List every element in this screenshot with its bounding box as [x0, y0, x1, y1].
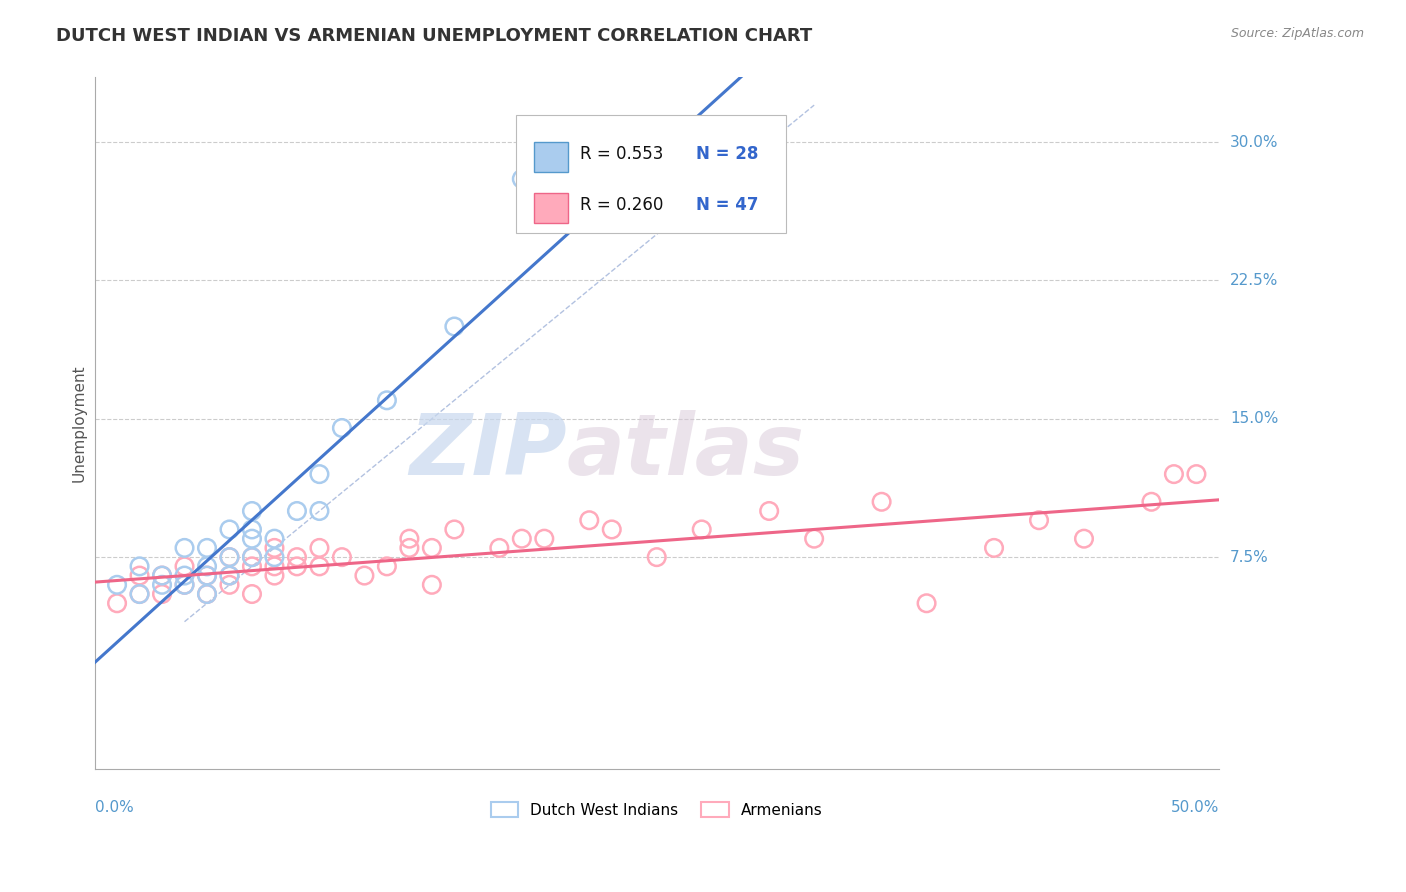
Point	[195, 568, 218, 582]
Text: 0.0%: 0.0%	[94, 800, 134, 815]
Point	[195, 587, 218, 601]
Point	[150, 568, 173, 582]
Y-axis label: Unemployment: Unemployment	[72, 365, 86, 483]
Point	[330, 550, 353, 565]
Point	[510, 172, 533, 186]
Point	[240, 550, 263, 565]
Point	[263, 532, 285, 546]
Point	[443, 319, 465, 334]
FancyBboxPatch shape	[534, 142, 568, 172]
Point	[240, 523, 263, 537]
Point	[1028, 513, 1050, 527]
Point	[150, 587, 173, 601]
Point	[195, 541, 218, 555]
Point	[263, 559, 285, 574]
Point	[218, 568, 240, 582]
Point	[488, 541, 510, 555]
Point	[128, 568, 150, 582]
Point	[285, 504, 308, 518]
Point	[173, 568, 195, 582]
Point	[915, 596, 938, 610]
Point	[195, 587, 218, 601]
Point	[195, 559, 218, 574]
Point	[600, 523, 623, 537]
Point	[308, 559, 330, 574]
Point	[1140, 495, 1163, 509]
FancyBboxPatch shape	[516, 115, 786, 233]
Point	[173, 541, 195, 555]
Text: 22.5%: 22.5%	[1230, 273, 1278, 288]
Point	[330, 421, 353, 435]
Point	[420, 578, 443, 592]
Point	[218, 550, 240, 565]
Point	[128, 587, 150, 601]
Point	[578, 513, 600, 527]
Point	[308, 467, 330, 482]
Point	[308, 504, 330, 518]
Text: DUTCH WEST INDIAN VS ARMENIAN UNEMPLOYMENT CORRELATION CHART: DUTCH WEST INDIAN VS ARMENIAN UNEMPLOYME…	[56, 27, 813, 45]
Point	[443, 523, 465, 537]
Point	[1073, 532, 1095, 546]
Text: R = 0.260: R = 0.260	[581, 196, 664, 214]
Text: atlas: atlas	[567, 409, 804, 492]
Point	[758, 504, 780, 518]
Point	[218, 578, 240, 592]
Point	[645, 550, 668, 565]
Text: N = 47: N = 47	[696, 196, 759, 214]
Point	[263, 550, 285, 565]
FancyBboxPatch shape	[534, 193, 568, 223]
Point	[240, 532, 263, 546]
Point	[690, 523, 713, 537]
Point	[1185, 467, 1208, 482]
Text: ZIP: ZIP	[409, 409, 567, 492]
Point	[263, 568, 285, 582]
Text: R = 0.553: R = 0.553	[581, 145, 664, 163]
Point	[1163, 467, 1185, 482]
Point	[803, 532, 825, 546]
Point	[353, 568, 375, 582]
Point	[983, 541, 1005, 555]
Point	[240, 504, 263, 518]
Point	[263, 541, 285, 555]
Text: Source: ZipAtlas.com: Source: ZipAtlas.com	[1230, 27, 1364, 40]
Point	[173, 559, 195, 574]
Text: 7.5%: 7.5%	[1230, 549, 1268, 565]
Point	[218, 550, 240, 565]
Point	[195, 568, 218, 582]
Point	[375, 559, 398, 574]
Point	[150, 568, 173, 582]
Point	[308, 541, 330, 555]
Legend: Dutch West Indians, Armenians: Dutch West Indians, Armenians	[485, 796, 830, 824]
Point	[870, 495, 893, 509]
Point	[398, 541, 420, 555]
Point	[398, 532, 420, 546]
Text: 30.0%: 30.0%	[1230, 135, 1278, 150]
Text: N = 28: N = 28	[696, 145, 758, 163]
Point	[533, 532, 555, 546]
Text: 50.0%: 50.0%	[1171, 800, 1219, 815]
Point	[105, 578, 128, 592]
Point	[218, 523, 240, 537]
Point	[128, 559, 150, 574]
Point	[420, 541, 443, 555]
Point	[150, 578, 173, 592]
Point	[128, 587, 150, 601]
Point	[240, 550, 263, 565]
Point	[173, 578, 195, 592]
Point	[173, 578, 195, 592]
Text: 15.0%: 15.0%	[1230, 411, 1278, 426]
Point	[240, 559, 263, 574]
Point	[218, 568, 240, 582]
Point	[510, 532, 533, 546]
Point	[240, 587, 263, 601]
Point	[105, 596, 128, 610]
Point	[375, 393, 398, 408]
Point	[285, 559, 308, 574]
Point	[285, 550, 308, 565]
